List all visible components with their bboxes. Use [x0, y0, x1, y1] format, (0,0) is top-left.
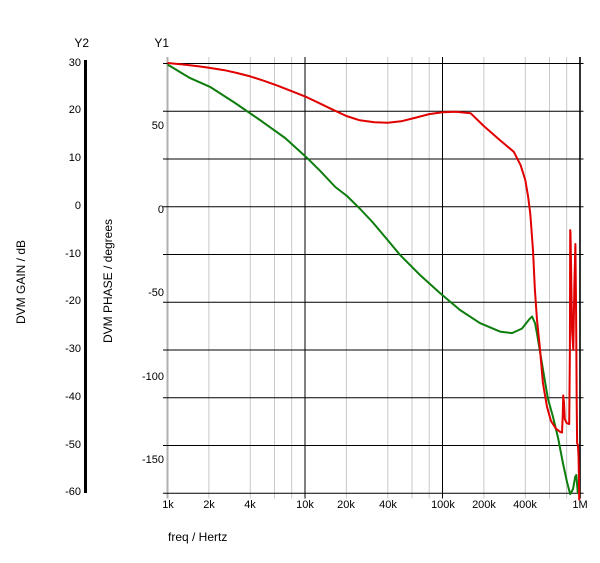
- phase-axis-title: DVM PHASE / degrees: [101, 218, 115, 344]
- phase-tick-label: -100: [141, 371, 164, 383]
- freq-tick-label: 20k: [337, 499, 355, 511]
- phase-tick-label: 0: [157, 204, 164, 216]
- gain-tick-label: -60: [65, 486, 81, 498]
- gain-axis-header: Y2: [74, 36, 89, 50]
- freq-tick-label: 2k: [203, 499, 215, 511]
- gain-tick-label: -10: [65, 248, 81, 260]
- phase-tick-label: -50: [148, 287, 164, 299]
- gain-axis-title: DVM GAIN / dB: [14, 239, 28, 325]
- phase-axis-header: Y1: [154, 36, 169, 50]
- freq-tick-label: 400k: [513, 499, 537, 511]
- gain-tick-label: -40: [65, 391, 81, 403]
- freq-tick-label: 4k: [244, 499, 256, 511]
- phase-tick-label: 50: [151, 120, 164, 132]
- phase-curve: [166, 63, 579, 496]
- gain-tick-label: 30: [68, 57, 81, 69]
- gain-tick-label: -20: [65, 295, 81, 307]
- gain-curve: [167, 62, 581, 501]
- freq-tick-label: 10k: [296, 499, 314, 511]
- freq-tick-label: 200k: [472, 499, 496, 511]
- freq-tick-label: 1M: [572, 499, 588, 511]
- freq-tick-label: 100k: [431, 499, 455, 511]
- freq-axis-title: freq / Hertz: [168, 530, 228, 544]
- gain-tick-label: 0: [74, 200, 81, 212]
- phase-tick-label: -150: [141, 454, 164, 466]
- gain-tick-label: 10: [68, 152, 81, 164]
- gain-axis-line: [84, 60, 87, 493]
- gain-tick-label: -30: [65, 343, 81, 355]
- gain-tick-label: 20: [68, 104, 81, 116]
- freq-tick-label: 40k: [379, 499, 397, 511]
- freq-tick-label: 1k: [162, 499, 174, 511]
- gain-tick-label: -50: [65, 439, 81, 451]
